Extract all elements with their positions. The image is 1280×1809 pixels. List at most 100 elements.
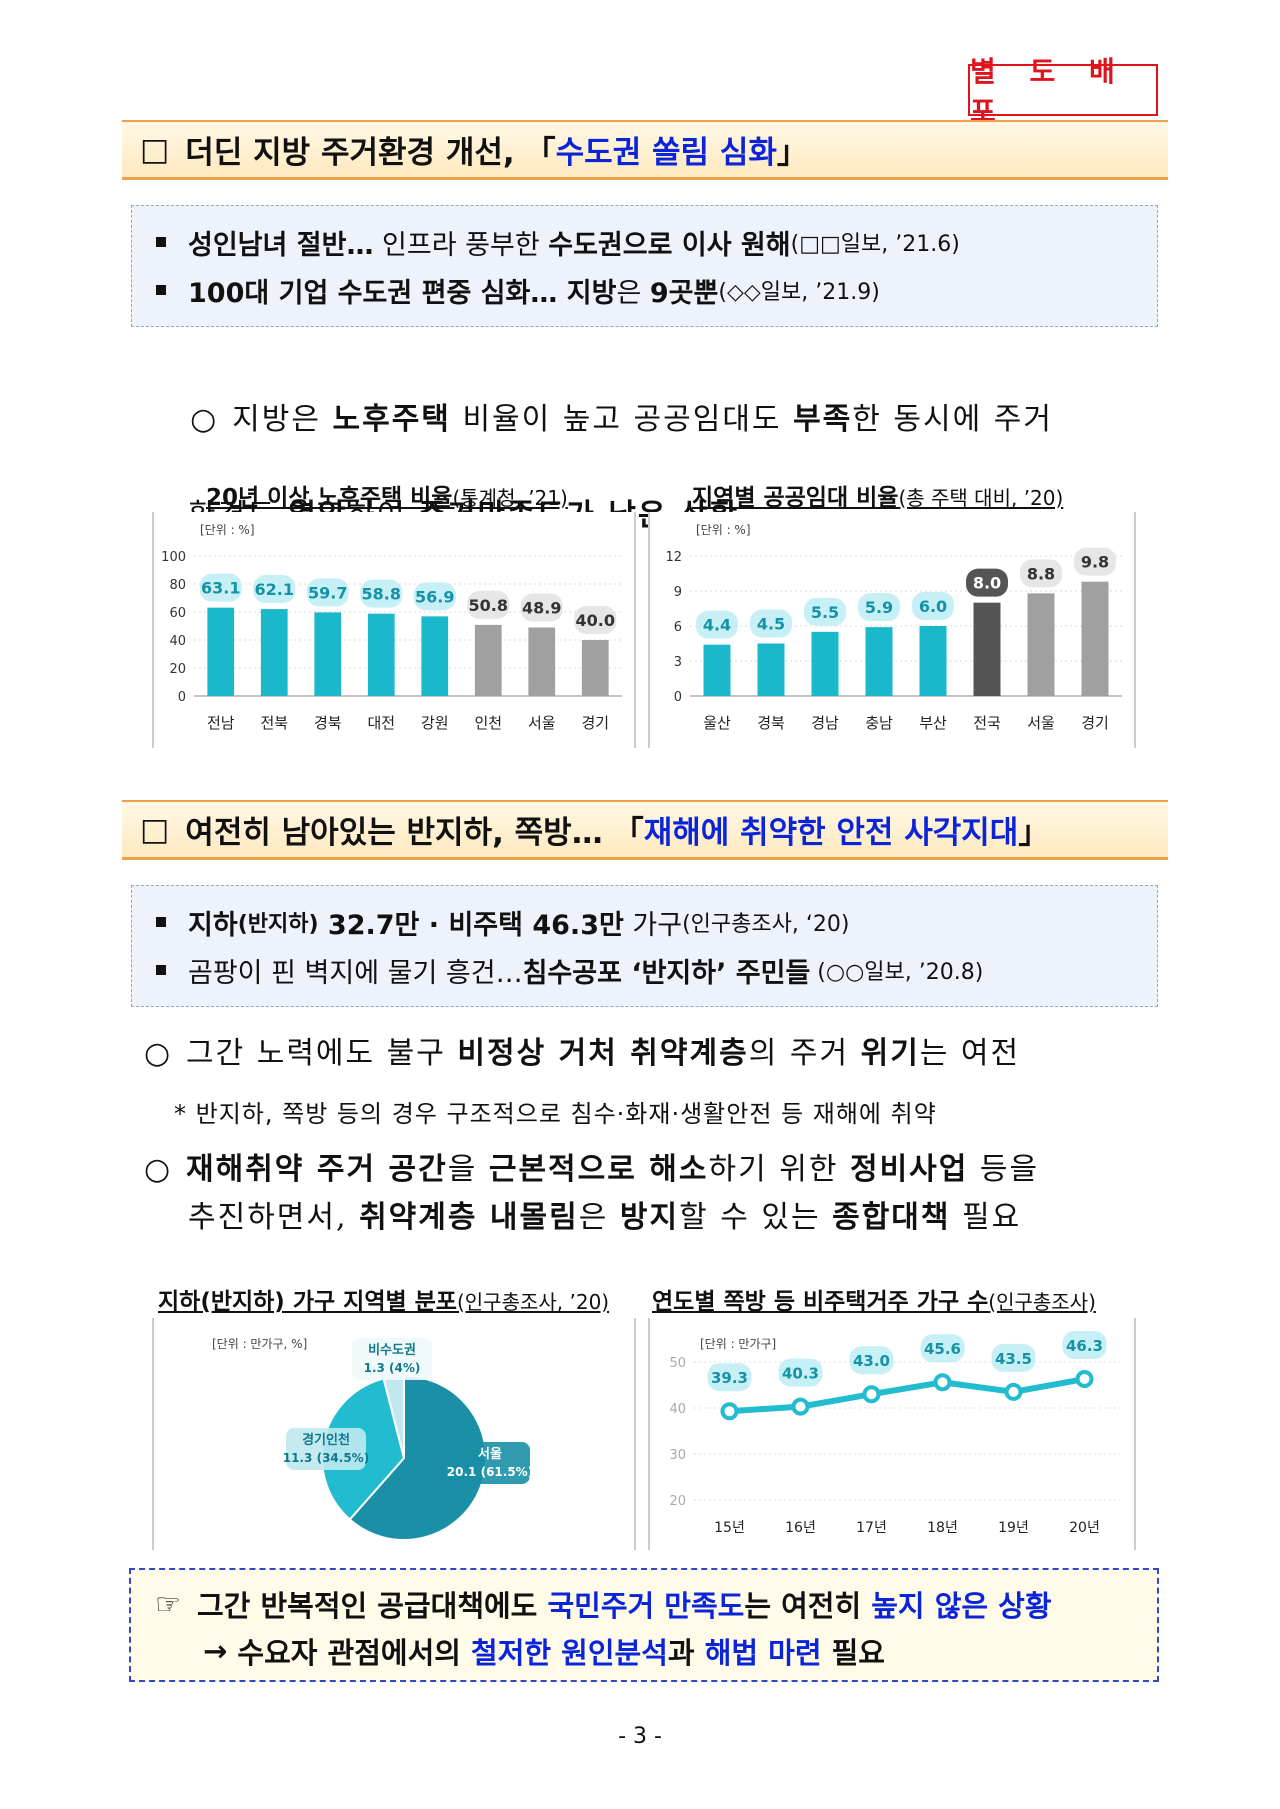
y-tick-label: 40 bbox=[169, 634, 186, 649]
y-tick-label: 12 bbox=[665, 550, 682, 565]
summary-line1: ☞ 그간 반복적인 공급대책에도 국민주거 만족도 는 여전히 높지 않은 상황 bbox=[155, 1580, 1157, 1627]
news-bold-small: (반지하) bbox=[237, 912, 319, 937]
pie-slice bbox=[348, 1374, 487, 1541]
para-text: 추진하면서, bbox=[188, 1200, 360, 1235]
y-tick-label: 0 bbox=[674, 690, 682, 705]
bar bbox=[865, 627, 893, 696]
value-label: 9.8 bbox=[1081, 553, 1109, 572]
section2-title-highlight: 재해에 취약한 안전 사각지대 bbox=[643, 815, 1019, 851]
news-item: 성인남녀 절반… 인프라 풍부한 수도권으로 이사 원해 (□□일보, ’21.… bbox=[156, 218, 1157, 266]
bar bbox=[581, 640, 609, 696]
value-label: 4.5 bbox=[757, 615, 785, 634]
value-label-bubble bbox=[253, 575, 296, 604]
para-text: 을 bbox=[447, 1152, 489, 1187]
news-source: (○○일보, ’20.8) bbox=[810, 960, 984, 985]
value-label: 45.6 bbox=[924, 1340, 961, 1358]
chart3-title: 지하(반지하) 가구 지역별 분포(인구총조사, ’20) bbox=[158, 1282, 609, 1316]
page-number: - 3 - bbox=[618, 1724, 662, 1749]
x-category-label: 전남 bbox=[207, 714, 235, 732]
section2-paragraph1: ○ 그간 노력에도 불구 비정상 거처 취약계층의 주거 위기는 여전 bbox=[144, 1030, 1164, 1078]
news-text: 은 bbox=[616, 277, 650, 309]
chart1-container: [단위 : %] 0 20 40 60 80 100 63.1 전남 62.1 전북 59.7 경북 58… bbox=[152, 512, 636, 748]
x-category-label: 전국 bbox=[973, 714, 1001, 732]
para-bold: 재해취약 주거 공간 bbox=[186, 1152, 448, 1187]
checkbox-symbol: □ bbox=[140, 811, 170, 848]
summary-text: 필요 bbox=[821, 1635, 885, 1670]
value-label: 48.9 bbox=[522, 599, 561, 618]
value-label: 40.3 bbox=[782, 1365, 819, 1383]
chart2-title-text: 지역별 공공임대 비율 bbox=[692, 485, 899, 511]
news-item: 곰팡이 핀 벽지에 물기 흥건… 침수공포 ‘반지하’ 주민들 (○○일보, ’… bbox=[156, 946, 1157, 994]
bar bbox=[973, 602, 1001, 696]
chart1-title: 20년 이상 노후주택 비율(통계청, ’21) bbox=[206, 478, 568, 512]
slice-name: 경기인천 bbox=[302, 1432, 350, 1448]
pointing-hand-icon: ☞ bbox=[155, 1586, 181, 1621]
section1-heading: □ 더딘 지방 주거환경 개선, 「 수도권 쏠림 심화 」 bbox=[122, 120, 1168, 180]
value-label-bubble bbox=[1074, 547, 1116, 576]
news-source: (□□일보, ’21.6) bbox=[790, 232, 960, 257]
bar bbox=[811, 631, 839, 696]
para-text: 한 동시에 주거 bbox=[852, 402, 1053, 437]
bar bbox=[757, 643, 785, 696]
value-label-bubble bbox=[360, 579, 403, 608]
checkbox-symbol: □ bbox=[140, 131, 170, 168]
value-label: 5.5 bbox=[811, 603, 839, 622]
value-label-bubble bbox=[574, 606, 617, 634]
value-label-bubble bbox=[696, 610, 738, 639]
section2-bracket-open: 「 bbox=[612, 815, 644, 851]
summary-line2: → 수요자 관점에서의 철저한 원인분석 과 해법 마련 필요 bbox=[155, 1627, 1157, 1674]
y-tick-label: 20 bbox=[669, 1494, 686, 1509]
bar bbox=[367, 613, 395, 696]
value-label: 40.0 bbox=[576, 611, 615, 630]
y-tick-label: 40 bbox=[669, 1402, 686, 1417]
footnote: * 반지하, 쪽방 등의 경우 구조적으로 침수·화재·생활안전 등 재해에 취… bbox=[174, 1100, 937, 1128]
para-text: 그간 노력에도 불구 bbox=[186, 1036, 458, 1071]
value-label-bubble bbox=[1062, 1331, 1107, 1360]
news-text: 인프라 풍부한 bbox=[373, 229, 549, 261]
para-text: 등을 bbox=[968, 1152, 1040, 1187]
para-text: 은 bbox=[578, 1200, 620, 1235]
value-label: 50.8 bbox=[469, 596, 508, 615]
unit-label: [단위 : %] bbox=[696, 523, 751, 537]
unit-label: [단위 : %] bbox=[200, 523, 255, 537]
value-label-bubble bbox=[1020, 559, 1062, 588]
y-tick-label: 80 bbox=[169, 578, 186, 593]
value-label-bubble bbox=[912, 592, 954, 620]
value-label-bubble bbox=[750, 609, 792, 638]
para-bold: 위기 bbox=[860, 1036, 920, 1071]
x-category-label: 강원 bbox=[421, 714, 449, 732]
summary-highlight: 해법 마련 bbox=[704, 1635, 822, 1670]
chart4-container: [단위 : 만가구] 20 30 40 50 39.3 15년 40.3 16년 43.0 17년 4… bbox=[648, 1318, 1136, 1550]
x-category-label: 경기 bbox=[581, 714, 609, 732]
value-label: 58.8 bbox=[362, 585, 401, 604]
news-text: 곰팡이 핀 벽지에 물기 흥건… bbox=[188, 957, 523, 989]
chart2-container: [단위 : %] 0 3 6 9 12 4.4 울산 4.5 경북 5.5 경남 5.9 충남 6.0 부산 8… bbox=[648, 512, 1136, 748]
value-label: 63.1 bbox=[201, 579, 240, 598]
old-housing-bar-chart: [단위 : %] 0 20 40 60 80 100 63.1 전남 62.1 전북 59.7 경북 58… bbox=[161, 523, 622, 732]
value-label-bubble bbox=[520, 593, 563, 622]
para-bold: 방지 bbox=[619, 1200, 680, 1235]
para-bold: 정비사업 bbox=[849, 1152, 969, 1187]
slice-name: 서울 bbox=[478, 1446, 502, 1462]
para-text: 할 수 있는 bbox=[679, 1200, 833, 1235]
summary-text: 과 bbox=[667, 1635, 705, 1670]
square-bullet-icon bbox=[156, 965, 166, 975]
chart3-source: (인구총조사, ’20) bbox=[456, 1290, 610, 1314]
bar bbox=[1027, 593, 1055, 696]
bar bbox=[207, 607, 235, 696]
data-point bbox=[720, 1402, 739, 1421]
value-label: 46.3 bbox=[1066, 1337, 1103, 1355]
slice-label-bubble bbox=[286, 1428, 366, 1470]
news-bold-text: 침수공포 ‘반지하’ 주민들 bbox=[522, 957, 811, 989]
value-label: 43.5 bbox=[995, 1350, 1032, 1368]
para-bold: 근본적으로 해소 bbox=[488, 1152, 709, 1187]
data-point bbox=[933, 1373, 952, 1392]
data-point bbox=[791, 1397, 810, 1416]
x-category-label: 부산 bbox=[919, 714, 947, 732]
value-label-bubble bbox=[804, 597, 846, 626]
section1-bracket-close: 」 bbox=[776, 135, 808, 171]
basement-pie-chart: [단위 : 만가구, %] 서울 20.1 (61.5%) 경기인천 11.3 (34.… bbox=[212, 1337, 533, 1541]
value-label: 5.9 bbox=[865, 598, 893, 617]
y-tick-label: 9 bbox=[674, 585, 682, 600]
value-label-bubble bbox=[707, 1363, 752, 1392]
